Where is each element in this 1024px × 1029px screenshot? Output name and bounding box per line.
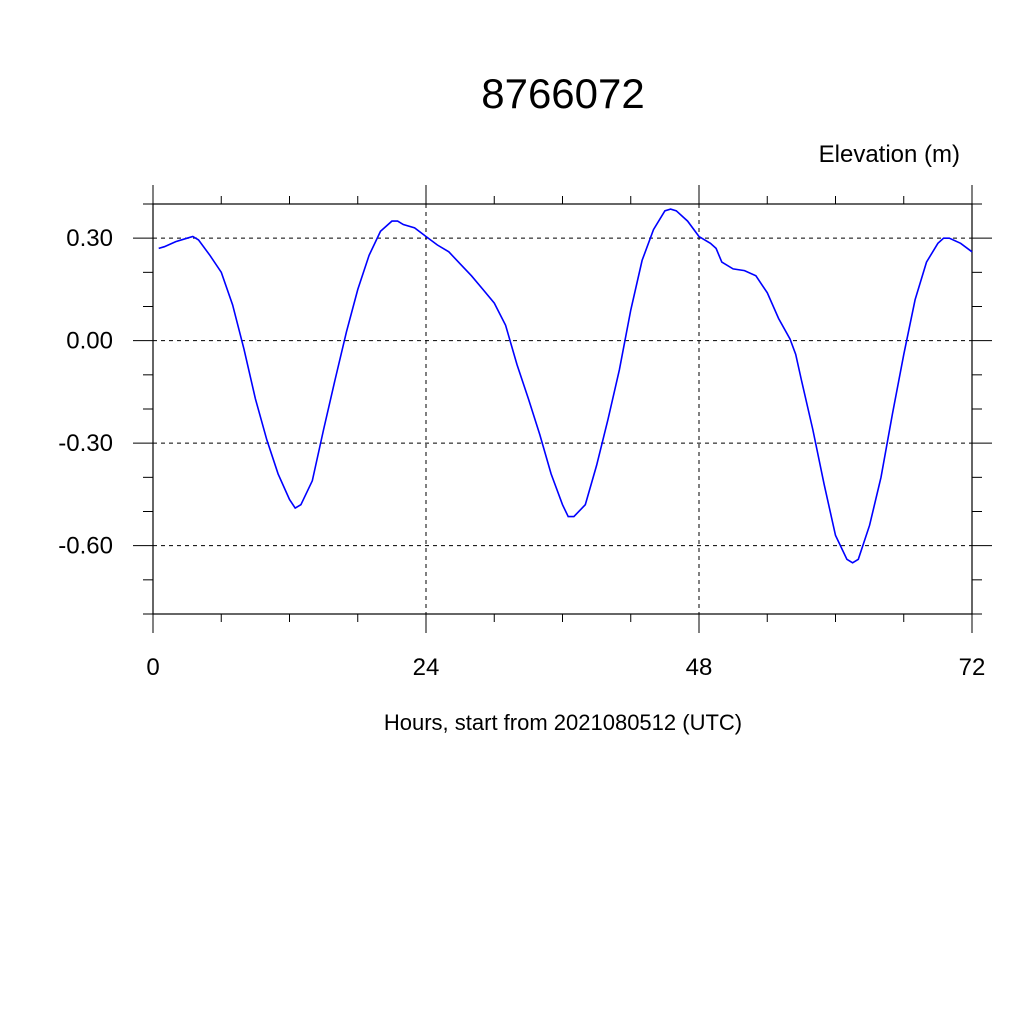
series-line	[158, 208, 973, 564]
x-tick-label: 0	[146, 654, 159, 681]
grid	[153, 204, 972, 614]
y-tick-label: 0.00	[66, 328, 113, 355]
chart-title: 8766072	[481, 70, 645, 117]
x-tick-label: 48	[686, 654, 713, 681]
x-tick-label: 72	[959, 654, 986, 681]
y-tick-label: -0.60	[58, 533, 113, 560]
x-axis-label: Hours, start from 2021080512 (UTC)	[384, 710, 742, 735]
y-axis-label: Elevation (m)	[819, 141, 960, 168]
plot-frame	[152, 203, 973, 615]
y-tick-label: 0.30	[66, 225, 113, 252]
axis-ticks: 0 24 48 72 0.30 0.00 -0.30 -0.60	[58, 185, 992, 681]
x-tick-label: 24	[413, 654, 440, 681]
y-tick-label: -0.30	[58, 430, 113, 457]
